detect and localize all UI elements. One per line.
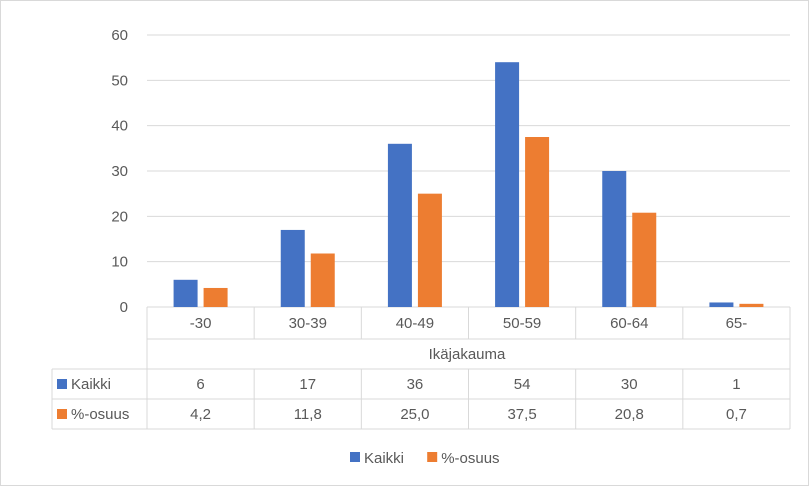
legend-label: %-osuus bbox=[441, 450, 499, 467]
legend-key bbox=[427, 452, 438, 462]
bar bbox=[310, 253, 335, 307]
table-cell-value: 20,8 bbox=[615, 406, 644, 423]
table-legend-key bbox=[57, 409, 67, 419]
x-tick-label: 60-64 bbox=[610, 315, 648, 332]
bar bbox=[709, 302, 734, 307]
table-cell-value: 30 bbox=[621, 376, 638, 393]
gridlines bbox=[147, 34, 790, 308]
x-tick-label: 40-49 bbox=[396, 315, 434, 332]
x-tick-label: 50-59 bbox=[503, 315, 541, 332]
table-series-name: Kaikki bbox=[71, 376, 111, 393]
y-tick-label: 60 bbox=[111, 27, 128, 44]
bar bbox=[525, 137, 550, 307]
bar bbox=[495, 62, 520, 308]
x-tick-label: 30-39 bbox=[289, 315, 327, 332]
y-tick-label: 20 bbox=[111, 208, 128, 225]
table-series-name: %-osuus bbox=[71, 406, 129, 423]
y-tick-label: 40 bbox=[111, 118, 128, 135]
x-axis-label: Ikäjakauma bbox=[429, 346, 506, 363]
y-tick-label: 0 bbox=[120, 299, 128, 316]
legend: Kaikki %-osuus bbox=[350, 450, 500, 467]
table-cell-value: 4,2 bbox=[190, 406, 211, 423]
legend-key bbox=[350, 452, 360, 462]
table-cell-value: 0,7 bbox=[726, 406, 747, 423]
table-cell-value: 1 bbox=[732, 376, 740, 393]
bar bbox=[602, 171, 627, 307]
y-tick-label: 50 bbox=[111, 72, 128, 89]
bar bbox=[203, 287, 228, 307]
bar bbox=[417, 193, 442, 307]
data-table: -30 30-39 40-49 50-59 60-64 65- Kaikki 6 17 36 54 3… bbox=[51, 307, 791, 430]
x-tick-label: 65- bbox=[726, 315, 748, 332]
table-cell-value: 6 bbox=[196, 376, 204, 393]
table-cell-value: 17 bbox=[299, 376, 316, 393]
bar bbox=[739, 303, 764, 307]
table-cell-value: 37,5 bbox=[507, 406, 536, 423]
bar bbox=[173, 279, 198, 307]
table-cell-value: 54 bbox=[514, 376, 531, 393]
table-cell-value: 36 bbox=[407, 376, 424, 393]
y-tick-label: 10 bbox=[111, 254, 128, 271]
bar bbox=[632, 212, 657, 307]
bars bbox=[173, 62, 764, 308]
legend-label: Kaikki bbox=[364, 450, 404, 467]
bar bbox=[387, 143, 412, 307]
y-tick-label: 30 bbox=[111, 163, 128, 180]
table-cell-value: 25,0 bbox=[400, 406, 429, 423]
x-tick-label: -30 bbox=[190, 315, 212, 332]
y-axis-tick-labels: 0 10 20 30 40 50 60 bbox=[111, 27, 128, 316]
table-legend-key bbox=[57, 379, 67, 389]
table-cell-value: 11,8 bbox=[294, 406, 322, 423]
bar bbox=[280, 229, 305, 307]
